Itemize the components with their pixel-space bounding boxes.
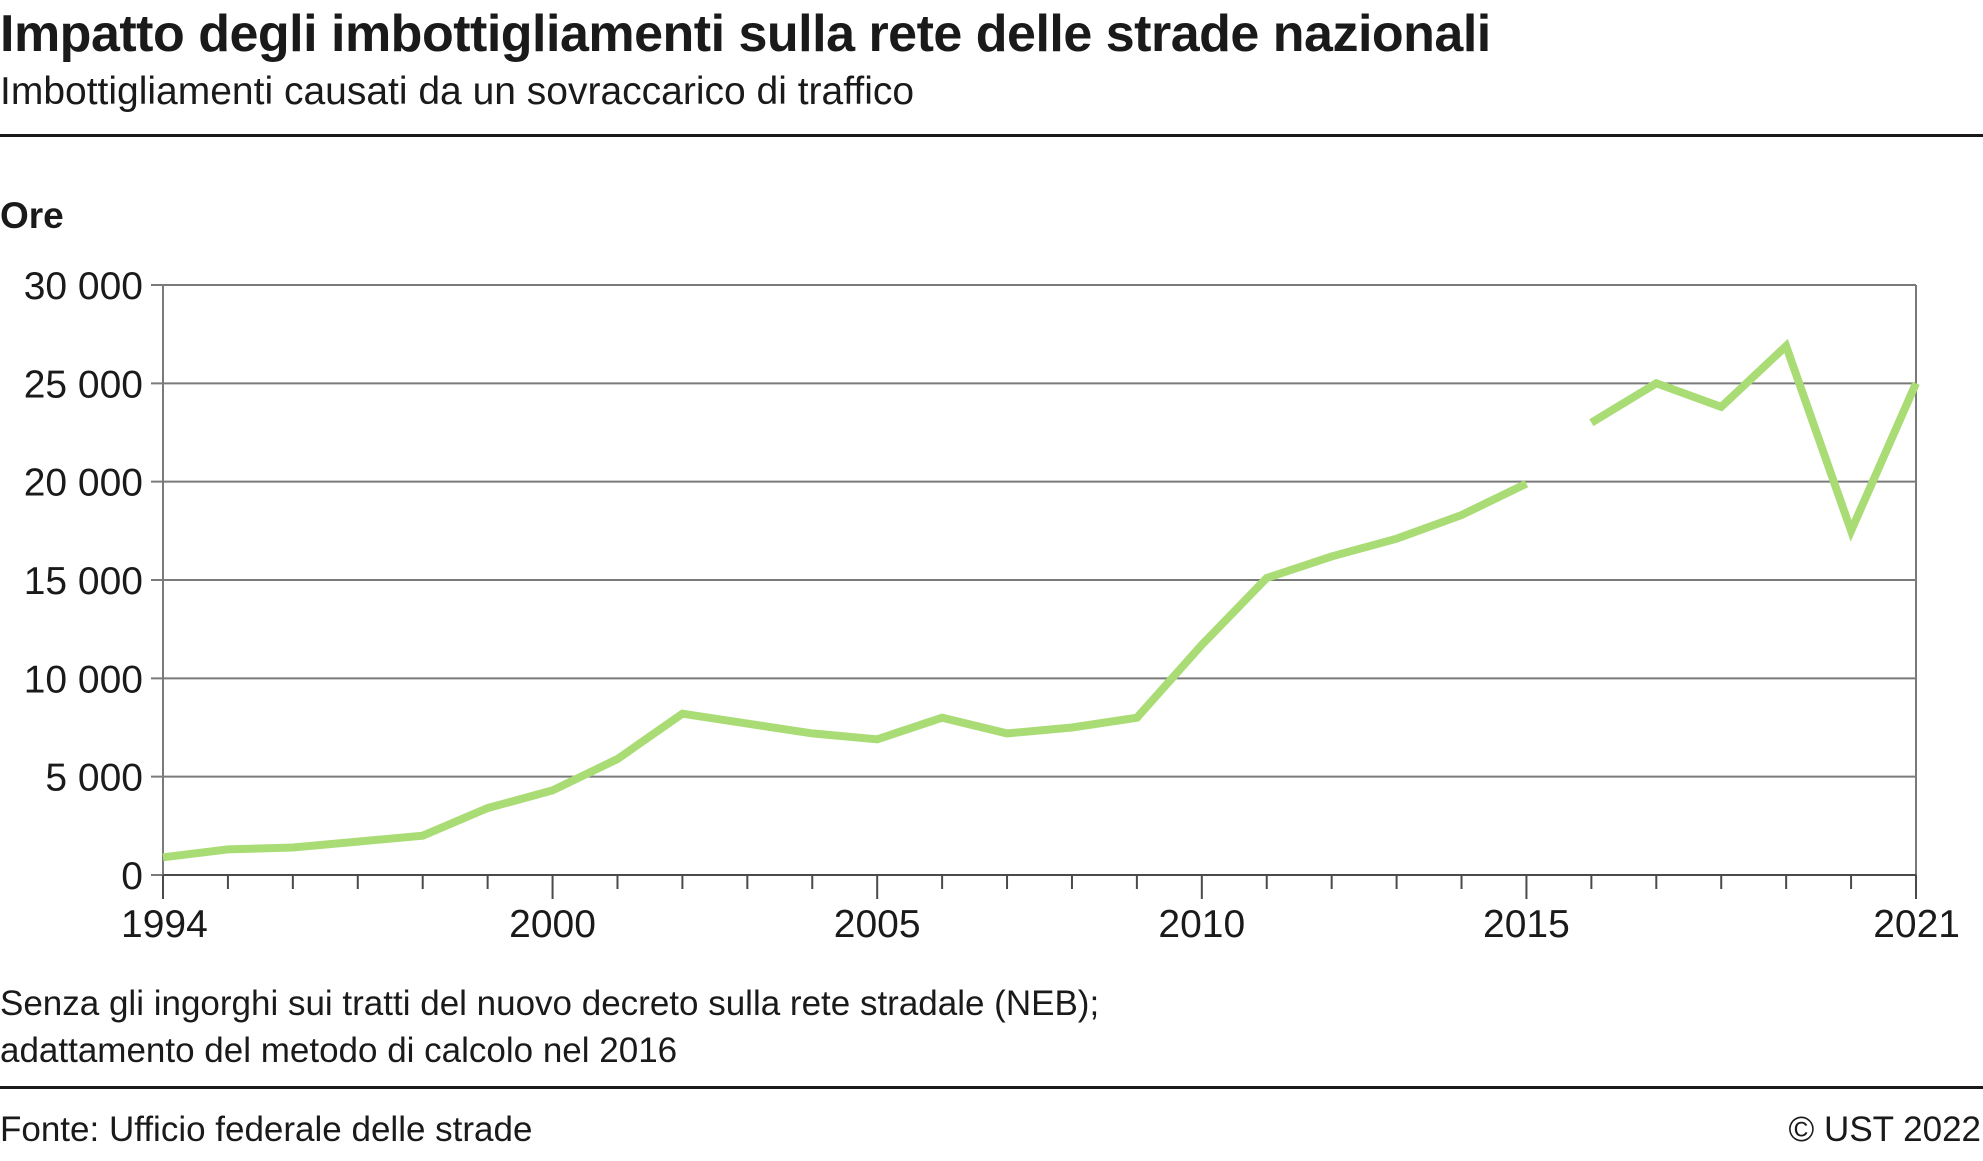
x-tick-label: 1994 [121,903,208,946]
y-axis-label: Ore [0,195,64,236]
x-tick-label: 2005 [834,903,921,946]
top-divider [0,134,1983,137]
y-tick-label: 0 [121,855,143,898]
x-tick-label: 2000 [509,903,596,946]
y-tick-label: 30 000 [24,265,143,308]
chart-subtitle: Imbottigliamenti causati da un sovraccar… [0,70,915,113]
x-tick-label: 2021 [1873,903,1960,946]
source-text: Fonte: Ufficio federale delle strade [0,1110,533,1149]
x-axis-ticks: 1994 2000 2005 2010 2015 2021 [121,875,1960,946]
x-tick-label: 2015 [1483,903,1570,946]
line-chart: Ore 0 5 000 10 000 15 000 20 000 25 000 30 000… [0,195,1960,946]
bottom-divider [0,1086,1983,1089]
grid-lines [151,284,1917,876]
y-tick-label: 25 000 [24,363,143,406]
y-tick-label: 10 000 [24,658,143,701]
chart-title: Impatto degli imbottigliamenti sulla ret… [0,5,1491,63]
y-tick-label: 15 000 [24,560,143,603]
series-line-segment [162,480,1529,862]
series-lines [162,338,1920,862]
y-axis-ticks: 0 5 000 10 000 15 000 20 000 25 000 30 000 [24,265,143,898]
chart-note: Senza gli ingorghi sui tratti del nuovo … [0,980,1099,1074]
note-line-1: Senza gli ingorghi sui tratti del nuovo … [0,984,1100,1023]
series-line-segment [1589,338,1920,542]
copyright-text: © UST 2022 [1788,1110,1981,1149]
x-tick-label: 2010 [1158,903,1245,946]
y-tick-label: 5 000 [45,757,143,800]
y-tick-label: 20 000 [24,462,143,505]
note-line-2: adattamento del metodo di calcolo nel 20… [0,1031,678,1070]
